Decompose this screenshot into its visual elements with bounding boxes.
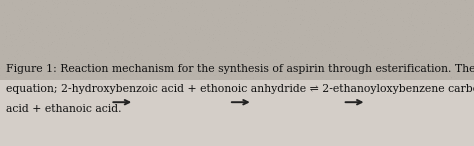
Bar — [0, 80, 474, 146]
Text: equation; 2-hydroxybenzoic acid + ethonoic anhydride ⇌ 2-ethanoyloxybenzene carb: equation; 2-hydroxybenzoic acid + ethono… — [6, 84, 474, 94]
Text: Figure 1: Reaction mechanism for the synthesis of aspirin through esterification: Figure 1: Reaction mechanism for the syn… — [6, 64, 474, 74]
Bar — [0, 0, 474, 80]
Text: acid + ethanoic acid.: acid + ethanoic acid. — [6, 104, 121, 114]
